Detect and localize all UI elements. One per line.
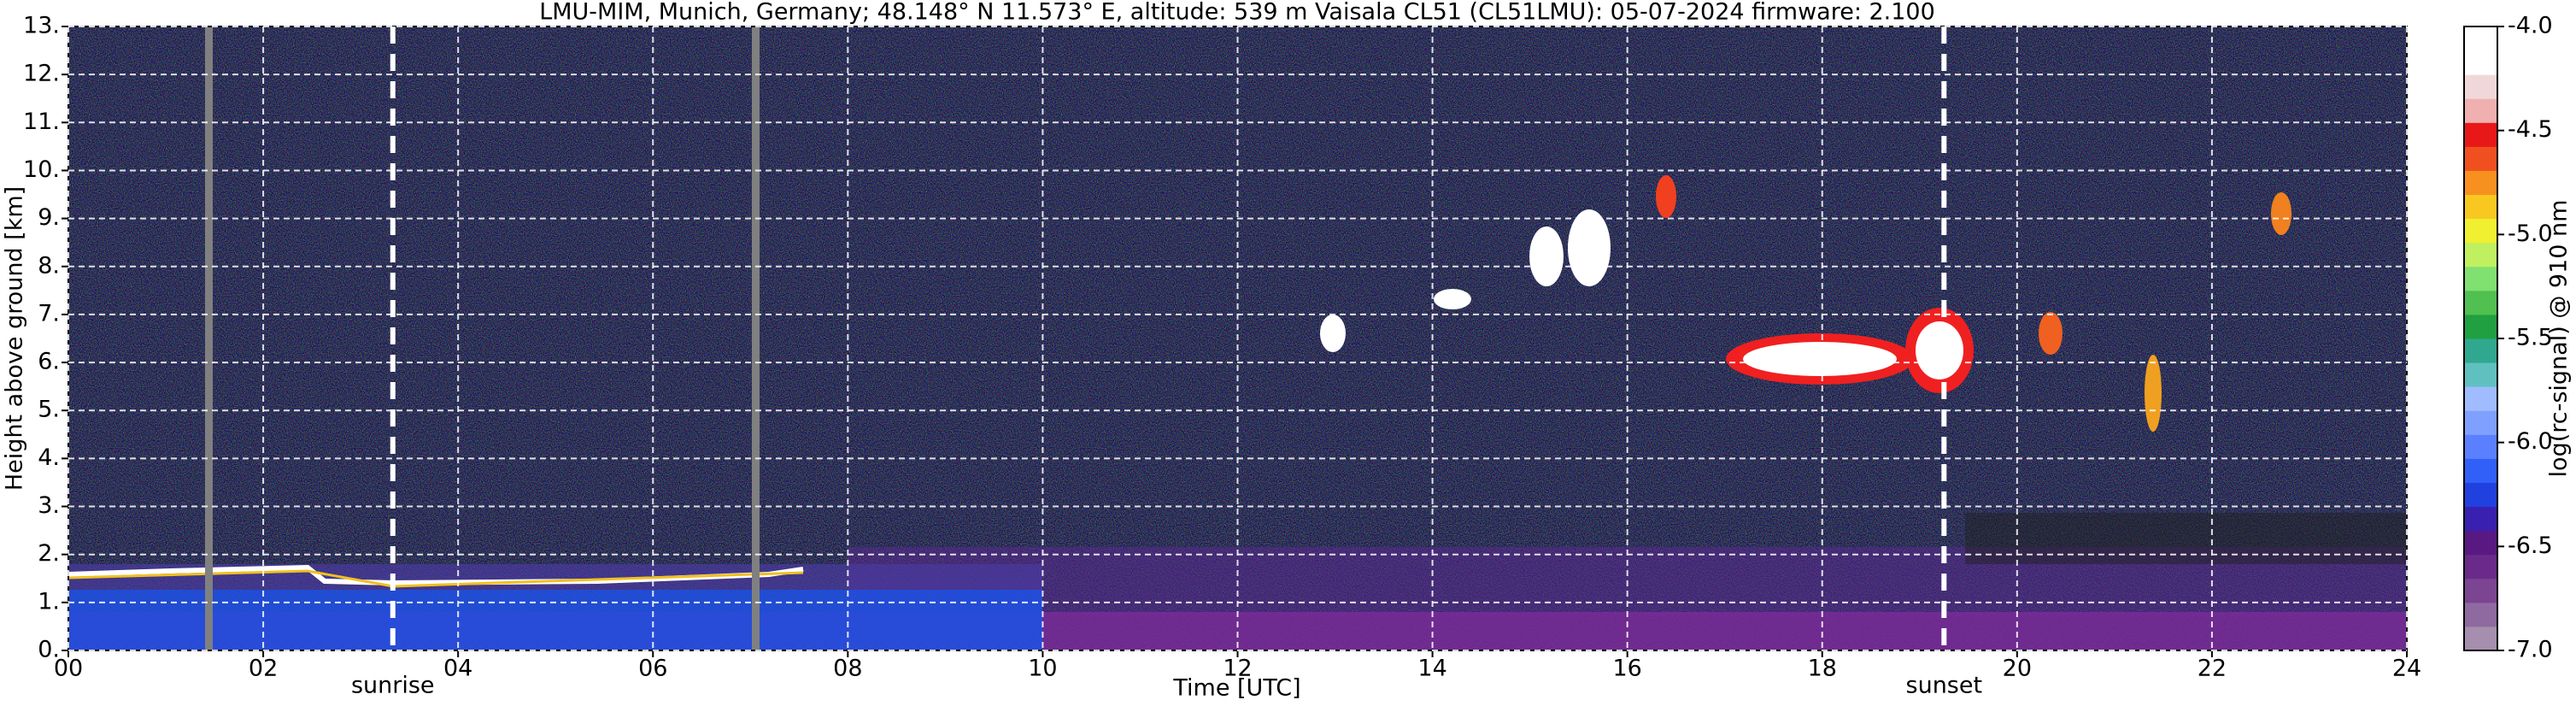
colorbar-swatch [2464,602,2497,627]
x-axis-label: Time [UTC] [1172,675,1300,702]
colorbar-swatch [2464,122,2497,147]
y-tick-label: 0. [38,637,60,663]
colorbar-swatch [2464,410,2497,435]
y-tick-label: 6. [38,349,60,375]
y-tick-label: 11. [23,109,60,135]
colorbar-swatch [2464,170,2497,196]
y-tick-label: 7. [38,300,60,327]
colorbar-swatch [2464,218,2497,244]
x-tick-label: 16 [1612,656,1641,682]
colorbar-swatch [2464,530,2497,556]
y-tick-label: 3. [38,492,60,519]
y-tick-label: 13. [23,13,60,39]
x-tick-label: 24 [2392,656,2421,682]
annotation-label: sunrise [351,673,435,699]
colorbar-swatch [2464,434,2497,459]
colorbar-tick-label: -5.0 [2508,221,2553,247]
y-tick-label: 8. [38,252,60,279]
colorbar-swatch [2464,506,2497,532]
x-tick-label: 08 [833,656,862,682]
x-tick-label: 04 [443,656,472,682]
x-tick-label: 06 [638,656,667,682]
colorbar-tick-label: -4.5 [2508,116,2553,143]
colorbar-swatch [2464,578,2497,603]
x-tick-label: 10 [1028,656,1057,682]
colorbar-swatch [2464,458,2497,483]
y-tick-label: 5. [38,397,60,423]
x-tick-label: 14 [1417,656,1446,682]
colorbar-swatch [2464,362,2497,387]
x-tick-label: 18 [1808,656,1837,682]
x-tick-label: 02 [249,656,278,682]
colorbar-swatch [2464,26,2497,51]
colorbar-label: log(rc-signal) @ 910 nm [2546,200,2573,478]
colorbar-swatch [2464,314,2497,339]
x-tick-label: 12 [1223,656,1252,682]
x-tick-label: 20 [2003,656,2032,682]
colorbar-swatch [2464,194,2497,220]
colorbar-tick-label: -4.0 [2508,13,2553,39]
x-tick-label: 22 [2198,656,2227,682]
colorbar-swatch [2464,386,2497,411]
x-tick-label: 00 [54,656,83,682]
y-tick-label: 12. [23,61,60,87]
colorbar-swatch [2464,146,2497,171]
colorbar-swatch [2464,626,2497,651]
y-tick-label: 4. [38,444,60,471]
y-tick-label: 9. [38,204,60,231]
colorbar-tick-label: -7.0 [2508,637,2553,663]
annotation-label: sunset [1906,673,1983,699]
colorbar-swatch [2464,266,2497,291]
colorbar-swatch [2464,554,2497,580]
colorbar-swatch [2464,242,2497,268]
colorbar-tick-label: -5.5 [2508,325,2553,351]
colorbar-swatch [2464,338,2497,363]
colorbar-tick-label: -6.5 [2508,532,2553,559]
colorbar-swatch [2464,50,2497,75]
y-tick-label: 2. [38,540,60,567]
y-axis-label: Height above ground [km] [2,186,28,491]
colorbar-swatch [2464,74,2497,99]
colorbar-swatch [2464,482,2497,508]
colorbar-swatch [2464,98,2497,123]
y-tick-label: 10. [23,156,60,183]
colorbar-tick-label: -6.0 [2508,428,2553,455]
y-tick-label: 1. [38,588,60,615]
chart-title: LMU-MIM, Munich, Germany; 48.148° N 11.5… [539,0,1935,26]
colorbar-swatch [2464,290,2497,315]
